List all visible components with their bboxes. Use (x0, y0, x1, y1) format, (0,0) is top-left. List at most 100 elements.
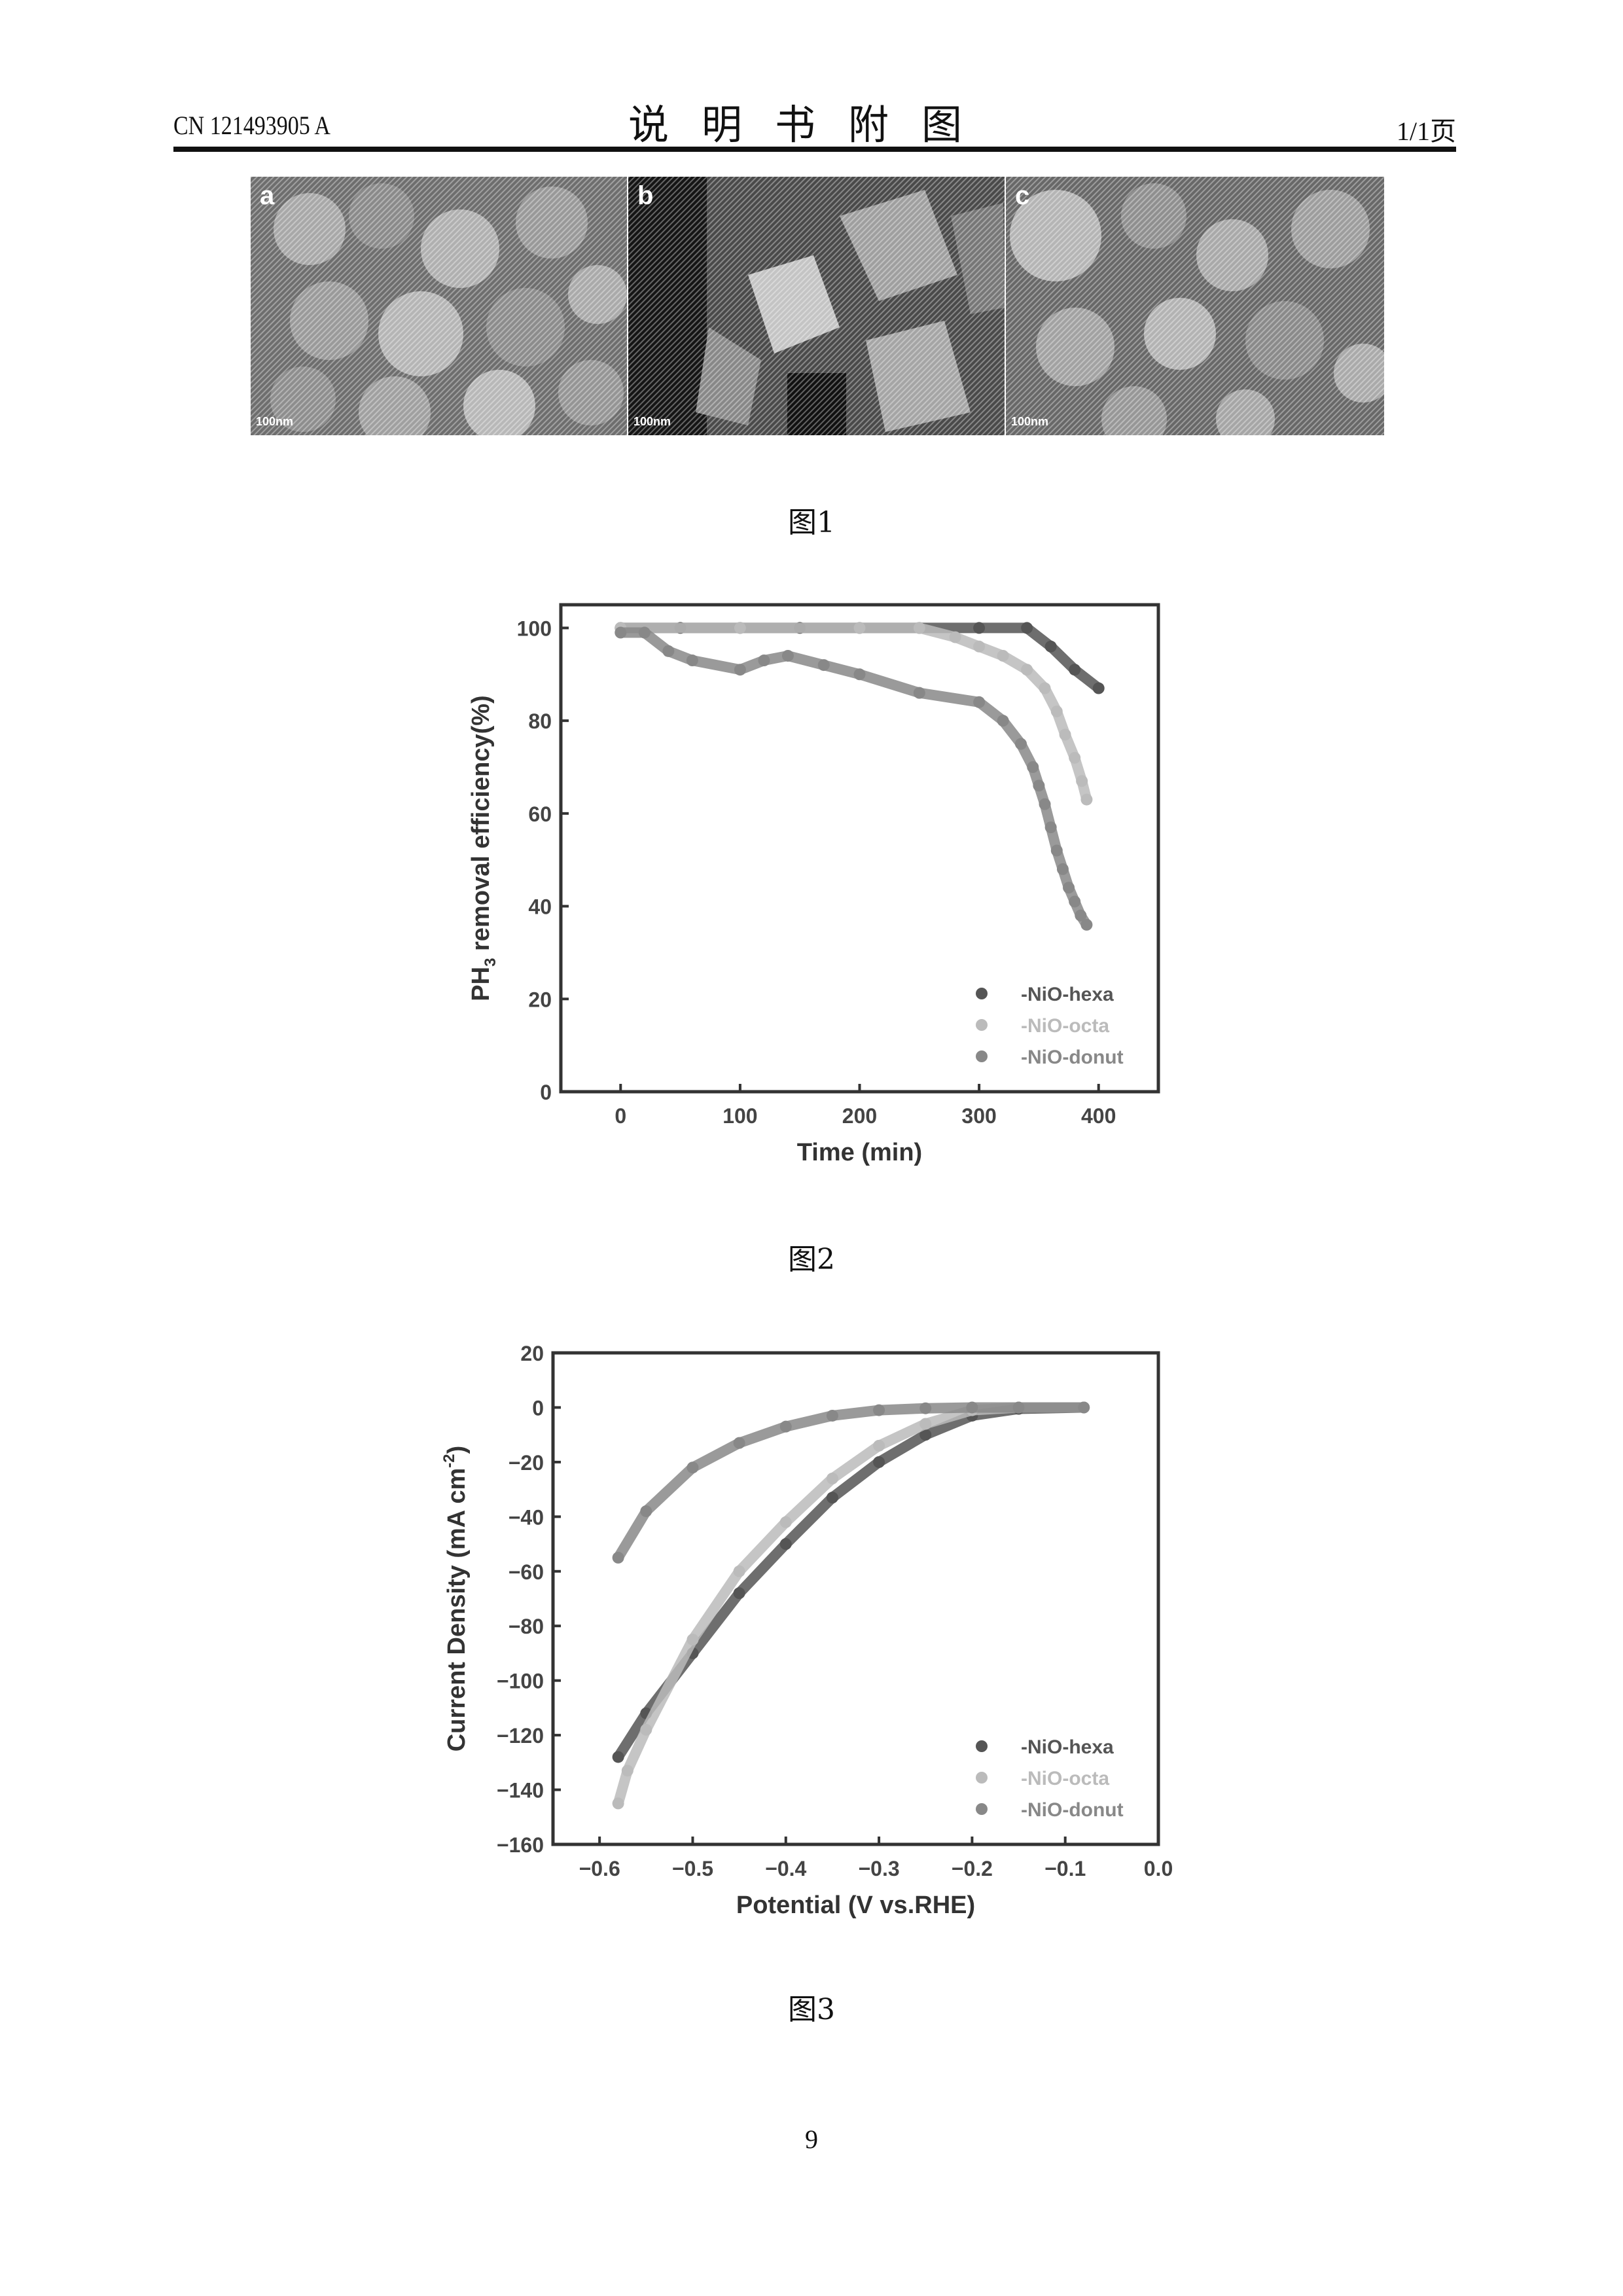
x-axis-title: Potential (V vs.RHE) (736, 1892, 975, 1919)
data-point (1078, 1401, 1090, 1414)
y-tick-label: −100 (497, 1670, 544, 1693)
removal-efficiency-chart: 0 100 200 300 400 0 20 40 60 80 100 Time (min) PH3 r… (467, 603, 1160, 1166)
series-line (615, 627, 1092, 930)
sem-label-b: b (637, 181, 653, 210)
data-point (817, 659, 830, 672)
data-point (973, 640, 986, 653)
data-point (615, 626, 627, 639)
y-axis-title-text: Current Density (mA cm (443, 1468, 471, 1752)
y-tick-label: −20 (508, 1451, 544, 1475)
data-point (1039, 798, 1051, 810)
figure2-caption: 图2 (788, 1243, 835, 1276)
y-tick-label: 80 (528, 709, 552, 733)
y-tick-label: −40 (508, 1505, 544, 1529)
data-point (621, 1765, 633, 1777)
data-point (640, 1505, 652, 1517)
data-point (1080, 793, 1093, 806)
data-point (826, 1472, 838, 1484)
scale-bar-a: 100nm (256, 415, 293, 428)
sem-label-c: c (1015, 181, 1029, 210)
data-point (913, 687, 925, 699)
x-tick-label: 200 (842, 1104, 877, 1128)
y-axis-title-subscript: 3 (482, 958, 499, 967)
sem-images: a b c 100nm 100nm 100nm (251, 177, 1384, 435)
data-point (640, 1723, 652, 1736)
data-point (826, 1409, 838, 1422)
x-tick-label: 100 (722, 1104, 757, 1128)
legend-marker (976, 1772, 988, 1784)
y-tick-label: 20 (528, 988, 552, 1011)
data-point (758, 655, 770, 667)
scale-bar-b: 100nm (633, 415, 671, 428)
y-axis-title-text: removal efficiency(%) (467, 695, 495, 958)
y-tick-label: −60 (508, 1560, 544, 1584)
x-tick-label: −0.2 (952, 1857, 993, 1880)
data-point (779, 1516, 792, 1528)
data-point (1033, 780, 1045, 792)
y-axis-title: Current Density (mA cm-2) (440, 1446, 471, 1752)
legend-label: -NiO-octa (1021, 1015, 1109, 1037)
x-axis-title: Time (min) (797, 1139, 922, 1166)
legend-label: -NiO-donut (1021, 1799, 1124, 1821)
legend-marker (976, 1803, 988, 1815)
data-point (733, 1565, 745, 1577)
legend-marker (976, 1050, 988, 1062)
series-nio-hexa (612, 1401, 1090, 1763)
x-tick-label: −0.5 (672, 1857, 713, 1880)
y-tick-label: −80 (508, 1615, 544, 1638)
y-tick-label: −140 (497, 1779, 544, 1803)
x-tick-label: −0.3 (858, 1857, 899, 1880)
data-point (853, 622, 866, 634)
data-point (1044, 821, 1057, 834)
y-tick-label: −120 (497, 1724, 544, 1748)
data-point (1021, 664, 1033, 676)
y-tick-label: −160 (497, 1833, 544, 1857)
data-point (687, 1462, 699, 1474)
data-point (913, 622, 925, 634)
y-axis-title-text: PH (467, 967, 495, 1001)
data-point (1076, 775, 1088, 787)
data-point (873, 1439, 885, 1452)
data-point (687, 1634, 699, 1646)
data-point (686, 655, 698, 667)
y-axis-title-superscript: -2 (440, 1454, 458, 1467)
x-tick-label: −0.4 (765, 1857, 806, 1880)
data-point (1039, 682, 1051, 694)
data-point (949, 631, 961, 643)
legend-marker (976, 1019, 988, 1031)
data-point (781, 649, 794, 662)
data-point (997, 715, 1009, 727)
data-point (853, 668, 866, 681)
data-point (612, 1751, 624, 1763)
data-point (997, 649, 1009, 662)
data-point (1012, 1401, 1025, 1414)
x-tick-label: −0.1 (1044, 1857, 1086, 1880)
y-tick-label: 0 (540, 1081, 552, 1104)
data-point (1080, 918, 1093, 931)
document-number: CN 121493905 A (173, 111, 330, 140)
data-point (734, 622, 746, 634)
data-point (919, 1418, 932, 1430)
page-title: 说明书附图 (628, 101, 995, 149)
legend-label: -NiO-donut (1021, 1047, 1124, 1068)
sem-label-a: a (260, 181, 275, 210)
data-point (1044, 640, 1057, 653)
data-point (662, 645, 675, 657)
data-point (1075, 909, 1087, 922)
y-axis-title: PH3 removal efficiency(%) (467, 695, 499, 1001)
data-point (1050, 705, 1063, 717)
data-point (1015, 738, 1027, 750)
data-point (1059, 728, 1071, 741)
data-point (612, 1797, 624, 1810)
data-point (1092, 682, 1105, 694)
x-tick-label: 0 (615, 1104, 626, 1128)
legend-marker (976, 1740, 988, 1752)
data-point (1063, 882, 1075, 894)
data-point (1069, 664, 1081, 676)
data-point (1056, 863, 1069, 875)
series-nio-donut (612, 1401, 1090, 1564)
y-axis-title-text: ) (443, 1446, 471, 1454)
series-nio-octa (615, 622, 1093, 806)
y-tick-label: 20 (520, 1342, 544, 1365)
scale-bar-c: 100nm (1011, 415, 1048, 428)
